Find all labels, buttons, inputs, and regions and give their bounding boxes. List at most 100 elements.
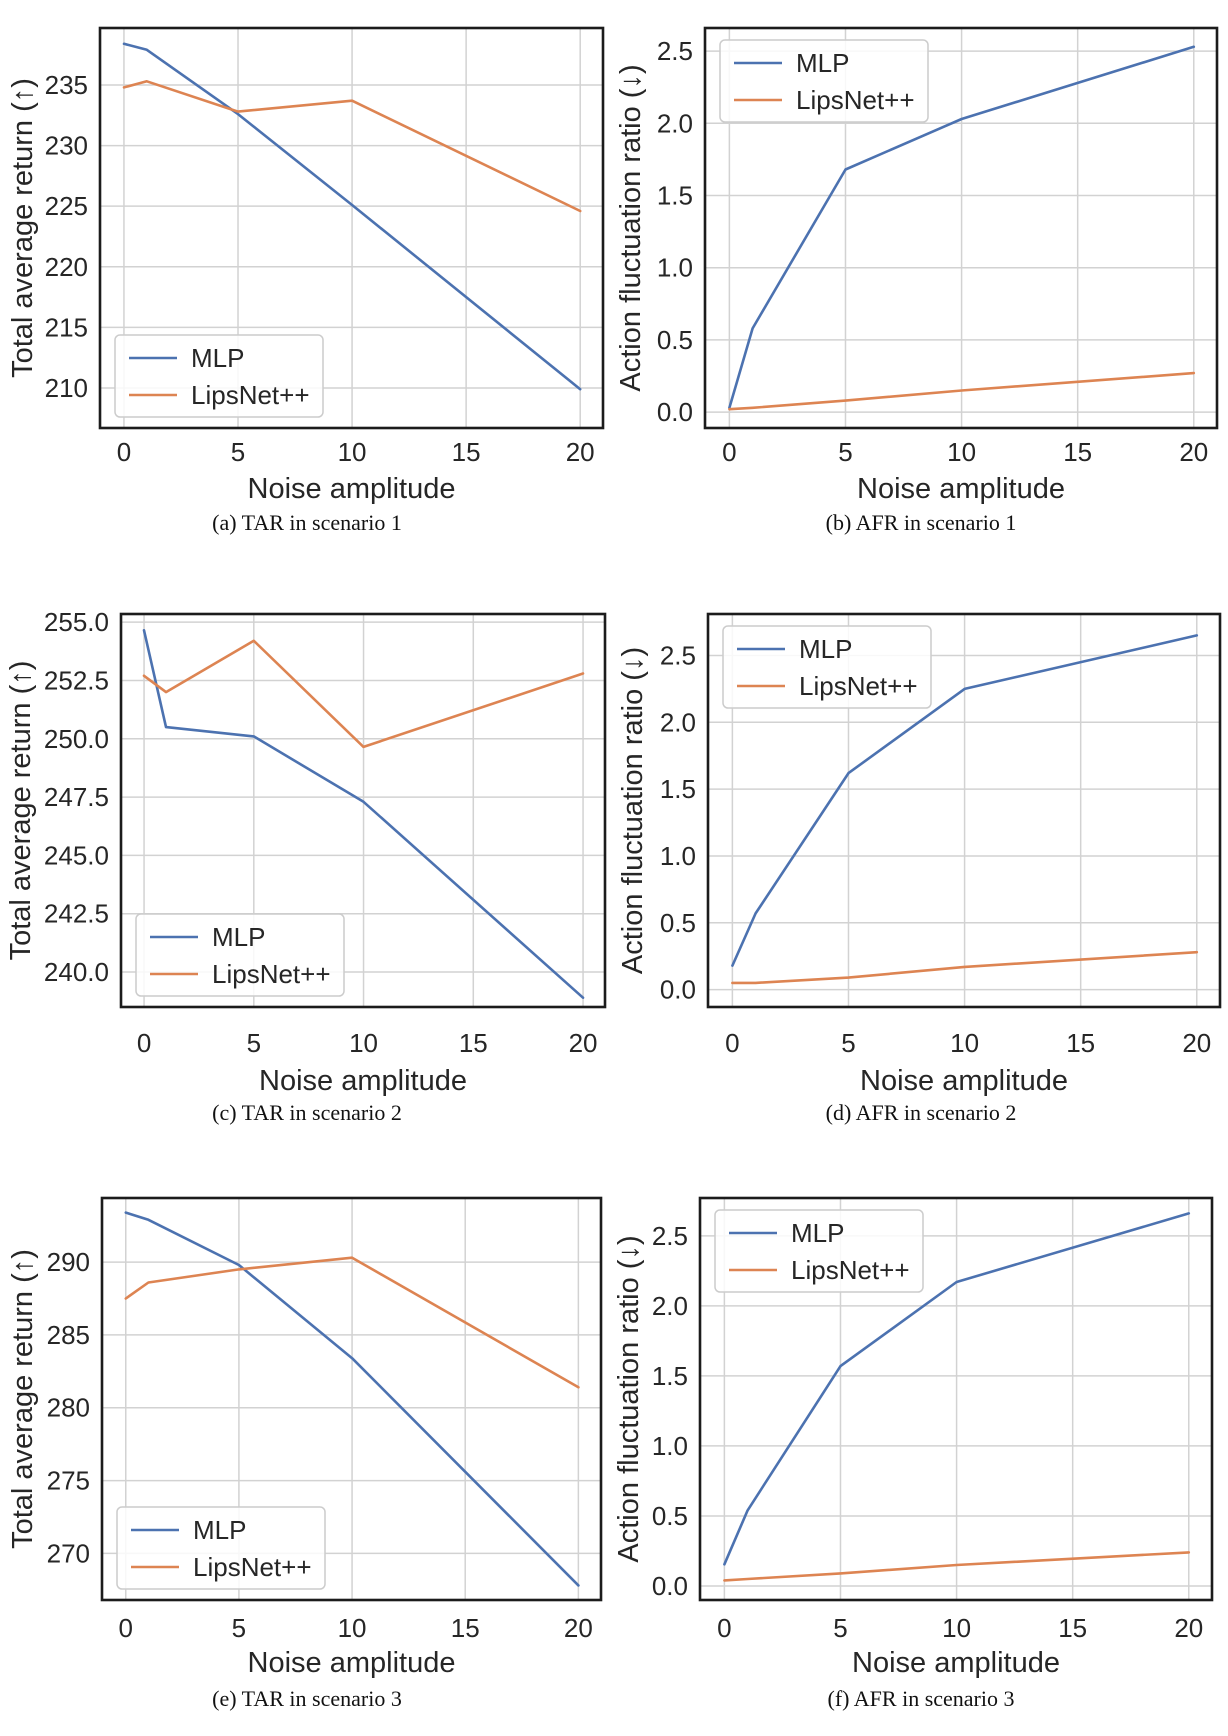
legend-label: MLP bbox=[791, 1218, 844, 1248]
y-tick-label: 1.0 bbox=[657, 253, 693, 283]
panel-afr-scenario-1: 0 5 10 15 20 0.0 0.5 1.0 1.5 2.0 2.5 Noise amplitud… bbox=[614, 0, 1228, 550]
legend-label: LipsNet++ bbox=[799, 671, 918, 701]
y-tick-label: 0.5 bbox=[657, 325, 693, 355]
y-tick-label: 2.5 bbox=[657, 36, 693, 66]
y-tick-label: 250.0 bbox=[44, 724, 109, 754]
y-tick-label: 285 bbox=[47, 1320, 90, 1350]
y-tick-label: 247.5 bbox=[44, 782, 109, 812]
x-tick-label: 5 bbox=[838, 437, 852, 467]
x-axis-label: Noise amplitude bbox=[860, 1065, 1068, 1097]
y-tick-label: 220 bbox=[45, 252, 88, 282]
caption-e: (e) TAR in scenario 3 bbox=[212, 1686, 402, 1711]
x-tick-label: 15 bbox=[1063, 437, 1092, 467]
legend-label: MLP bbox=[193, 1515, 246, 1545]
y-tick-label: 280 bbox=[47, 1393, 90, 1423]
y-tick-label: 210 bbox=[45, 373, 88, 403]
panel-afr-scenario-2: 0 5 10 15 20 0.0 0.5 1.0 1.5 2.0 2.5 Noise amplitud… bbox=[614, 550, 1228, 1135]
series-line-mlp bbox=[142, 629, 585, 1000]
x-tick-label: 5 bbox=[247, 1028, 261, 1058]
series-line-lipsnetpp bbox=[723, 1551, 1191, 1582]
x-tick-label: 20 bbox=[1174, 1613, 1203, 1643]
y-axis-label: Action fluctuation ratio (↓) bbox=[617, 647, 649, 974]
y-tick-label: 2.0 bbox=[652, 1291, 688, 1321]
x-tick-label: 20 bbox=[564, 1613, 593, 1643]
y-tick-label: 2.5 bbox=[652, 1221, 688, 1251]
x-tick-label: 15 bbox=[1066, 1028, 1095, 1058]
caption-d: (d) AFR in scenario 2 bbox=[825, 1100, 1017, 1125]
series-line-mlp bbox=[723, 1212, 1191, 1566]
y-tick-label: 2.0 bbox=[660, 707, 696, 737]
y-tick-label: 245.0 bbox=[44, 840, 109, 870]
legend-box bbox=[722, 625, 932, 709]
y-tick-label: 270 bbox=[47, 1538, 90, 1568]
chart-tar-scenario-2: 0 5 10 15 20 240.0 242.5 245.0 247.5 250.0 252.5 25… bbox=[5, 607, 607, 1097]
legend-label: LipsNet++ bbox=[791, 1255, 910, 1285]
series-line-mlp bbox=[124, 1211, 580, 1587]
legend-label: MLP bbox=[212, 922, 265, 952]
legend-box bbox=[114, 334, 324, 418]
y-tick-label: 0.5 bbox=[660, 908, 696, 938]
legend-label: MLP bbox=[191, 343, 244, 373]
x-tick-label: 10 bbox=[338, 437, 367, 467]
legend-label: MLP bbox=[796, 48, 849, 78]
axes-frame bbox=[98, 26, 605, 430]
x-tick-label: 0 bbox=[722, 437, 736, 467]
x-axis-label: Noise amplitude bbox=[248, 473, 456, 505]
caption-b: (b) AFR in scenario 1 bbox=[825, 510, 1017, 535]
y-tick-label: 2.5 bbox=[660, 640, 696, 670]
y-tick-label: 1.5 bbox=[657, 181, 693, 211]
panel-afr-scenario-3: 0 5 10 15 20 0.0 0.5 1.0 1.5 2.0 2.5 Noise amplitud… bbox=[614, 1135, 1228, 1736]
chart-tar-scenario-1: 0 5 10 15 20 210 215 220 225 230 235 Noise amplitud… bbox=[7, 26, 605, 505]
y-axis-label: Total average return (↑) bbox=[5, 661, 37, 961]
x-tick-label: 5 bbox=[833, 1613, 847, 1643]
x-tick-label: 0 bbox=[137, 1028, 151, 1058]
axes-frame bbox=[703, 26, 1219, 430]
y-tick-label: 225 bbox=[45, 191, 88, 221]
series-line-lipsnetpp bbox=[731, 950, 1199, 985]
y-tick-label: 0.0 bbox=[652, 1571, 688, 1601]
chart-afr-scenario-1: 0 5 10 15 20 0.0 0.5 1.0 1.5 2.0 2.5 Noise amplitud… bbox=[615, 26, 1219, 505]
y-axis-label: Action fluctuation ratio (↓) bbox=[614, 1235, 645, 1562]
x-tick-label: 0 bbox=[117, 437, 131, 467]
y-tick-label: 235 bbox=[45, 70, 88, 100]
series-line-lipsnetpp bbox=[142, 639, 585, 749]
axes-frame bbox=[100, 1196, 603, 1602]
x-tick-label: 20 bbox=[1179, 437, 1208, 467]
series-line-lipsnetpp bbox=[124, 1256, 580, 1389]
y-tick-label: 1.5 bbox=[652, 1361, 688, 1391]
legend-box bbox=[135, 913, 345, 997]
x-tick-label: 10 bbox=[338, 1613, 367, 1643]
y-axis-label: Total average return (↑) bbox=[7, 78, 39, 378]
x-tick-label: 20 bbox=[569, 1028, 598, 1058]
y-tick-label: 242.5 bbox=[44, 899, 109, 929]
y-tick-label: 240.0 bbox=[44, 957, 109, 987]
caption-f: (f) AFR in scenario 3 bbox=[827, 1686, 1015, 1711]
y-tick-label: 255.0 bbox=[44, 607, 109, 637]
chart-afr-scenario-3: 0 5 10 15 20 0.0 0.5 1.0 1.5 2.0 2.5 Noise amplitud… bbox=[614, 1196, 1214, 1679]
legend-label: LipsNet++ bbox=[191, 380, 310, 410]
chart-tar-scenario-3: 0 5 10 15 20 270 275 280 285 290 Noise amplitude To… bbox=[7, 1196, 603, 1679]
x-tick-label: 15 bbox=[452, 437, 481, 467]
x-tick-label: 0 bbox=[717, 1613, 731, 1643]
series-line-lipsnetpp bbox=[122, 80, 582, 213]
legend-box bbox=[714, 1209, 924, 1293]
y-tick-label: 275 bbox=[47, 1466, 90, 1496]
series-line-mlp bbox=[731, 634, 1199, 967]
y-tick-label: 0.0 bbox=[660, 975, 696, 1005]
caption-a: (a) TAR in scenario 1 bbox=[212, 510, 402, 535]
x-tick-label: 10 bbox=[349, 1028, 378, 1058]
y-tick-label: 1.0 bbox=[660, 841, 696, 871]
series-line-mlp bbox=[122, 42, 582, 391]
legend-label: LipsNet++ bbox=[212, 959, 331, 989]
y-axis-label: Action fluctuation ratio (↓) bbox=[615, 64, 647, 391]
x-tick-label: 15 bbox=[451, 1613, 480, 1643]
y-tick-label: 2.0 bbox=[657, 108, 693, 138]
y-tick-label: 0.5 bbox=[652, 1501, 688, 1531]
x-axis-label: Noise amplitude bbox=[857, 473, 1065, 505]
y-tick-label: 230 bbox=[45, 131, 88, 161]
panel-tar-scenario-1: 0 5 10 15 20 210 215 220 225 230 235 Noise amplitud… bbox=[0, 0, 614, 550]
x-tick-label: 10 bbox=[950, 1028, 979, 1058]
y-tick-label: 0.0 bbox=[657, 397, 693, 427]
x-tick-label: 10 bbox=[942, 1613, 971, 1643]
